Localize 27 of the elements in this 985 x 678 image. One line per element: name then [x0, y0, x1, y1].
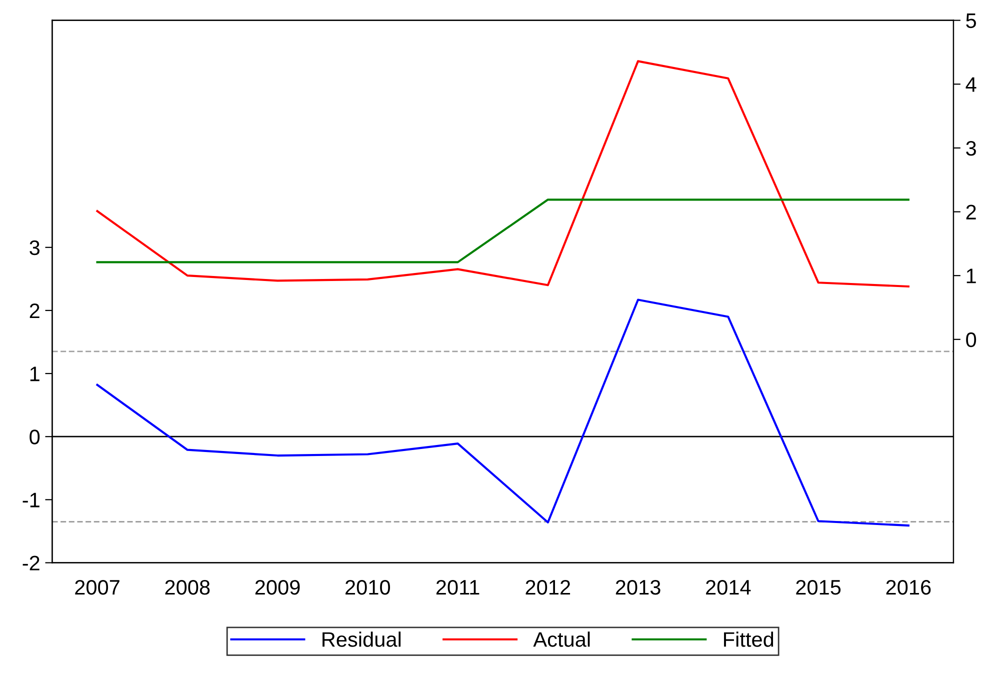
y2-tick-label: 2 — [966, 204, 976, 220]
x-tick-label: 2013 — [616, 580, 660, 595]
y2-tick-label: 4 — [966, 77, 976, 92]
line-series — [96, 60, 910, 288]
x-tick-label: 2011 — [436, 580, 480, 595]
x-tick-label: 2009 — [255, 580, 300, 595]
y2-tick-label: 5 — [966, 14, 976, 28]
y-tick-label: 0 — [30, 430, 40, 444]
y-tick-label: 1 — [30, 366, 40, 382]
y-tick-label: 2 — [30, 303, 40, 318]
y-tick-label: 3 — [30, 240, 40, 256]
y-tick-label: -2 — [22, 556, 40, 570]
y-tick-label: -1 — [22, 492, 40, 508]
x-tick-label: 2010 — [346, 580, 390, 595]
y2-tick-label: 1 — [966, 268, 976, 284]
x-tick-label: 2008 — [165, 580, 210, 595]
line-series — [96, 298, 910, 527]
x-tick-label: 2015 — [796, 580, 841, 595]
legend-label: Actual — [533, 632, 590, 647]
x-tick-label: 2014 — [706, 580, 751, 595]
legend-label: Fitted — [724, 632, 774, 647]
x-tick-label: 2012 — [526, 580, 570, 595]
legend-label: Residual — [322, 632, 401, 647]
y2-tick-label: 3 — [966, 140, 976, 156]
x-tick-label: 2016 — [886, 580, 931, 595]
y2-tick-label: 0 — [966, 332, 976, 348]
x-tick-label: 2007 — [75, 580, 120, 595]
